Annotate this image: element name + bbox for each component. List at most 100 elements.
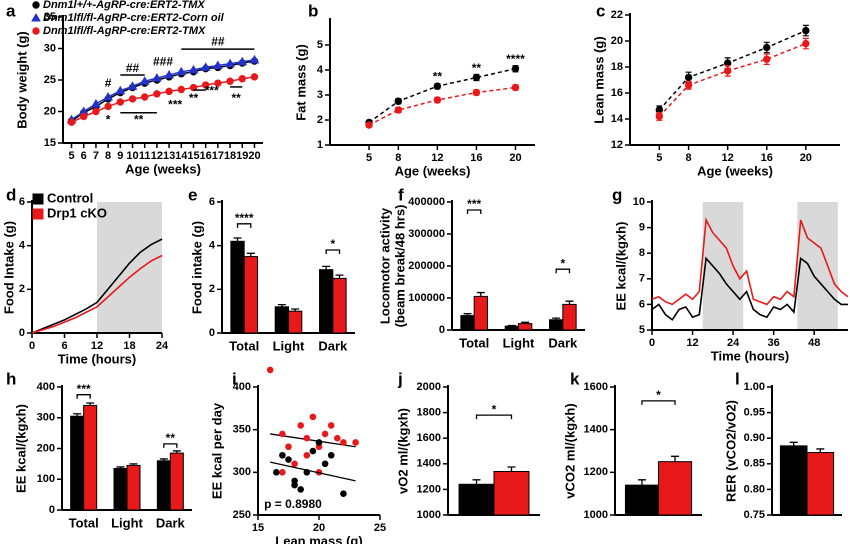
x-tick-label: 9 xyxy=(117,150,123,162)
marker xyxy=(394,97,403,105)
x-tick-label: 20 xyxy=(800,152,812,164)
line xyxy=(651,217,849,306)
error-bar xyxy=(671,455,680,462)
significance-label: * xyxy=(656,388,661,402)
x-tick-label: 6 xyxy=(81,150,87,162)
panel-letter: k xyxy=(570,369,580,388)
y-tick-label: 2 xyxy=(209,283,215,295)
x-tick-label: 12 xyxy=(722,152,734,164)
marker xyxy=(684,73,693,82)
point xyxy=(291,481,298,489)
y-tick-label: 30 xyxy=(44,42,56,54)
annotation: ** xyxy=(472,61,482,75)
y-tick-label: 1400 xyxy=(417,458,441,470)
y-tick-label: 5 xyxy=(639,324,645,336)
y-tick-label: 25 xyxy=(44,74,56,86)
x-tick-label: Total xyxy=(459,335,489,350)
x-tick-label: 18 xyxy=(123,340,135,352)
error-bar xyxy=(789,441,798,446)
y-axis-label: EE kcal/(kgxh) xyxy=(13,404,28,493)
bar xyxy=(504,325,520,331)
x-tick-label: Dark xyxy=(156,515,186,530)
marker xyxy=(92,107,100,116)
y-tick-label: 0.95 xyxy=(744,407,765,419)
y-axis-label: Lean mass (g) xyxy=(591,36,606,123)
panel-letter: d xyxy=(6,185,16,204)
x-tick-label: 19 xyxy=(236,150,248,162)
error-bar xyxy=(335,274,344,279)
x-tick-label: 8 xyxy=(105,150,111,162)
y-tick-label: 10 xyxy=(633,196,645,208)
annotation: # xyxy=(105,76,112,90)
point xyxy=(321,430,329,438)
bar xyxy=(493,470,530,516)
marker xyxy=(141,93,149,101)
error-bar xyxy=(246,252,255,257)
marker xyxy=(365,121,373,129)
marker xyxy=(472,73,481,82)
x-tick-label: Dark xyxy=(548,335,578,350)
y-tick-label: 200000 xyxy=(408,260,445,272)
marker xyxy=(226,77,234,85)
x-tick-label: 14 xyxy=(175,150,188,162)
bar xyxy=(624,484,660,516)
bar xyxy=(332,277,347,334)
x-tick-label: 5 xyxy=(656,152,662,164)
marker xyxy=(188,64,199,74)
y-tick-label: 22 xyxy=(611,9,623,21)
y-tick-label: 0 xyxy=(209,327,215,339)
x-axis-label: Age (weeks) xyxy=(697,163,773,178)
marker xyxy=(32,27,40,35)
y-tick-label: 0.80 xyxy=(744,483,765,495)
x-tick-label: 11 xyxy=(139,150,151,162)
marker xyxy=(177,85,185,94)
y-tick-label: 1000 xyxy=(584,509,608,521)
significance-bracket xyxy=(325,249,341,255)
marker xyxy=(165,87,173,96)
x-tick-label: Total xyxy=(69,515,99,530)
y-tick-label: 200 xyxy=(37,442,55,454)
x-tick-label: 16 xyxy=(200,150,212,162)
dark-phase xyxy=(97,202,162,333)
marker xyxy=(32,1,40,9)
point xyxy=(297,486,305,493)
y-tick-label: 0 xyxy=(49,504,55,516)
legend-label: Control xyxy=(47,190,93,205)
point xyxy=(285,456,292,463)
marker xyxy=(802,26,810,35)
marker xyxy=(511,83,520,92)
x-tick-label: Total xyxy=(229,338,259,353)
error-bar xyxy=(507,324,516,327)
y-axis-label: Food Intake (g) xyxy=(1,221,16,314)
y-tick-label: 1400 xyxy=(584,424,608,436)
point xyxy=(309,447,317,455)
y-tick-label: 0.75 xyxy=(744,509,765,521)
y-tick-label: 16 xyxy=(611,87,623,99)
significance-label: *** xyxy=(77,382,91,396)
x-tick-label: Dark xyxy=(318,338,348,353)
marker xyxy=(103,92,113,101)
error-bar xyxy=(476,291,485,297)
marker xyxy=(237,56,248,66)
annotation: **** xyxy=(506,52,525,66)
legend-label: Drp1 cKO xyxy=(47,205,107,220)
panel-letter: f xyxy=(398,185,404,204)
bar xyxy=(126,464,141,511)
marker xyxy=(128,95,137,103)
x-tick-label: 16 xyxy=(470,152,482,164)
marker xyxy=(31,12,41,22)
panel-letter: c xyxy=(596,1,605,20)
line xyxy=(658,29,807,111)
error-bar xyxy=(172,450,181,454)
x-axis-label: Time (hours) xyxy=(58,351,137,366)
annotation: ** xyxy=(189,91,199,105)
y-tick-label: 5 xyxy=(317,39,323,51)
significance-bracket xyxy=(475,414,513,420)
point xyxy=(279,469,286,476)
marker xyxy=(433,82,442,90)
marker xyxy=(511,65,520,73)
x-tick-label: 20 xyxy=(509,152,521,164)
error-bar xyxy=(233,237,242,242)
y-tick-label: 4 xyxy=(19,240,26,252)
x-tick-label: Light xyxy=(503,335,535,350)
